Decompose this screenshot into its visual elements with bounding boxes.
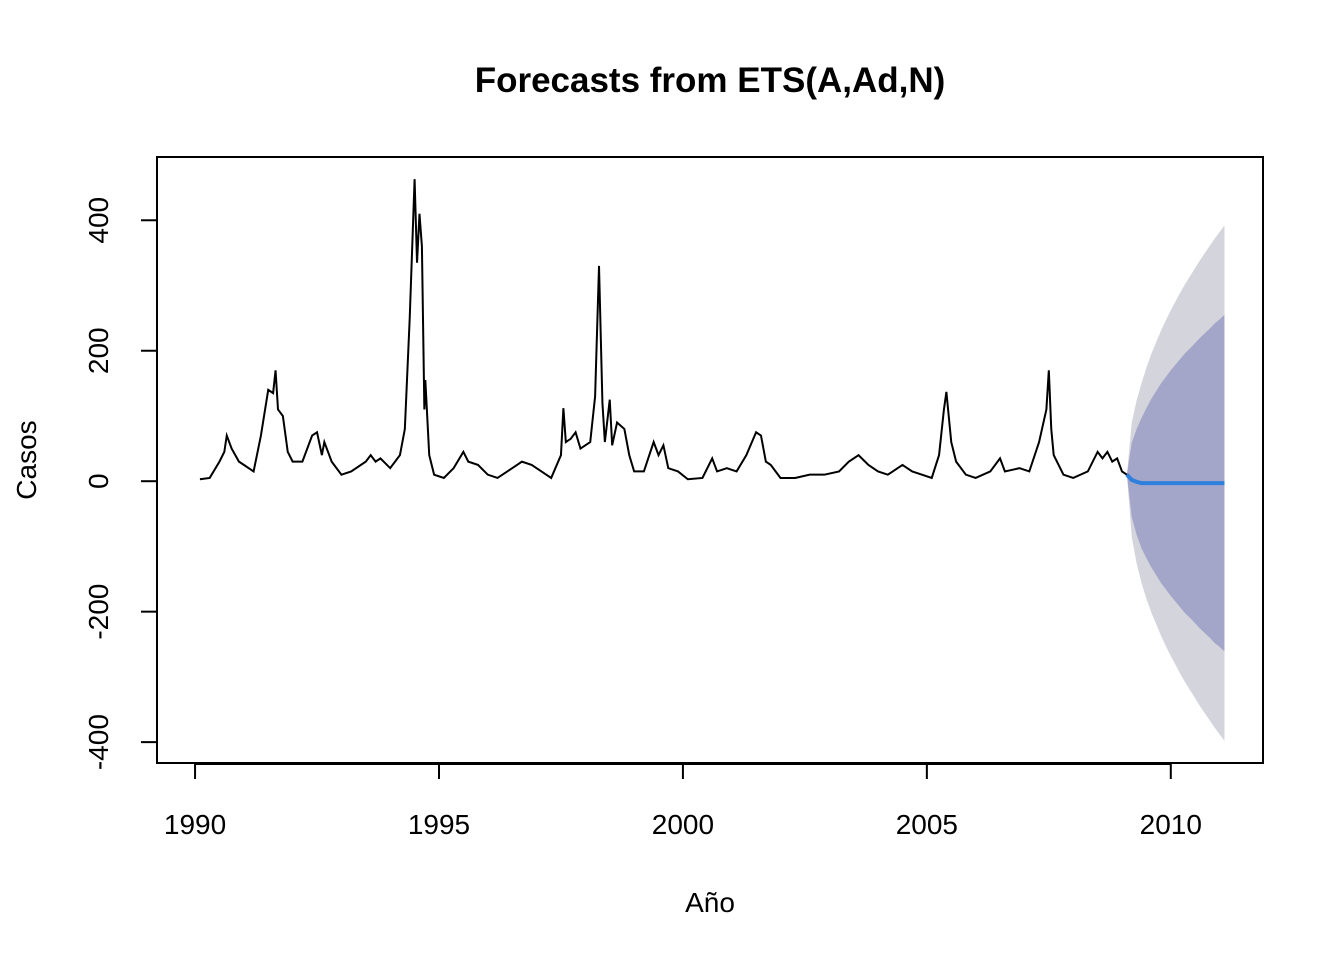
- y-axis-label: Casos: [11, 420, 42, 499]
- x-tick-label: 2005: [896, 809, 958, 840]
- y-tick-label: 200: [83, 327, 114, 374]
- plot-frame: [156, 156, 1264, 764]
- y-tick-label: 0: [83, 473, 114, 489]
- x-tick-label: 1990: [164, 809, 226, 840]
- y-tick-label: -200: [83, 584, 114, 640]
- x-axis-label: Año: [685, 887, 735, 918]
- y-tick-label: 400: [83, 197, 114, 244]
- chart-title: Forecasts from ETS(A,Ad,N): [475, 61, 946, 100]
- x-tick-label: 2000: [652, 809, 714, 840]
- x-tick-label: 2010: [1140, 809, 1202, 840]
- forecast-line: [1125, 473, 1225, 486]
- history-line: [199, 179, 1128, 481]
- y-tick-label: -400: [83, 714, 114, 770]
- x-tick-label: 1995: [408, 809, 470, 840]
